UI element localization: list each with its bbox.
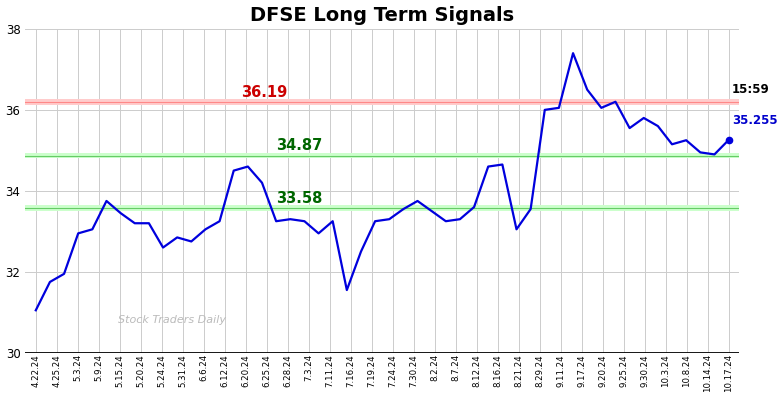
- Text: 33.58: 33.58: [276, 191, 322, 206]
- Bar: [25, 205, 739, 211]
- Bar: [25, 100, 739, 105]
- Bar: [25, 153, 739, 158]
- Text: Stock Traders Daily: Stock Traders Daily: [118, 315, 226, 326]
- Title: DFSE Long Term Signals: DFSE Long Term Signals: [250, 6, 514, 25]
- Text: 34.87: 34.87: [276, 139, 322, 153]
- Text: 36.19: 36.19: [241, 85, 288, 100]
- Text: 15:59: 15:59: [731, 83, 769, 96]
- Text: 35.255: 35.255: [731, 113, 778, 127]
